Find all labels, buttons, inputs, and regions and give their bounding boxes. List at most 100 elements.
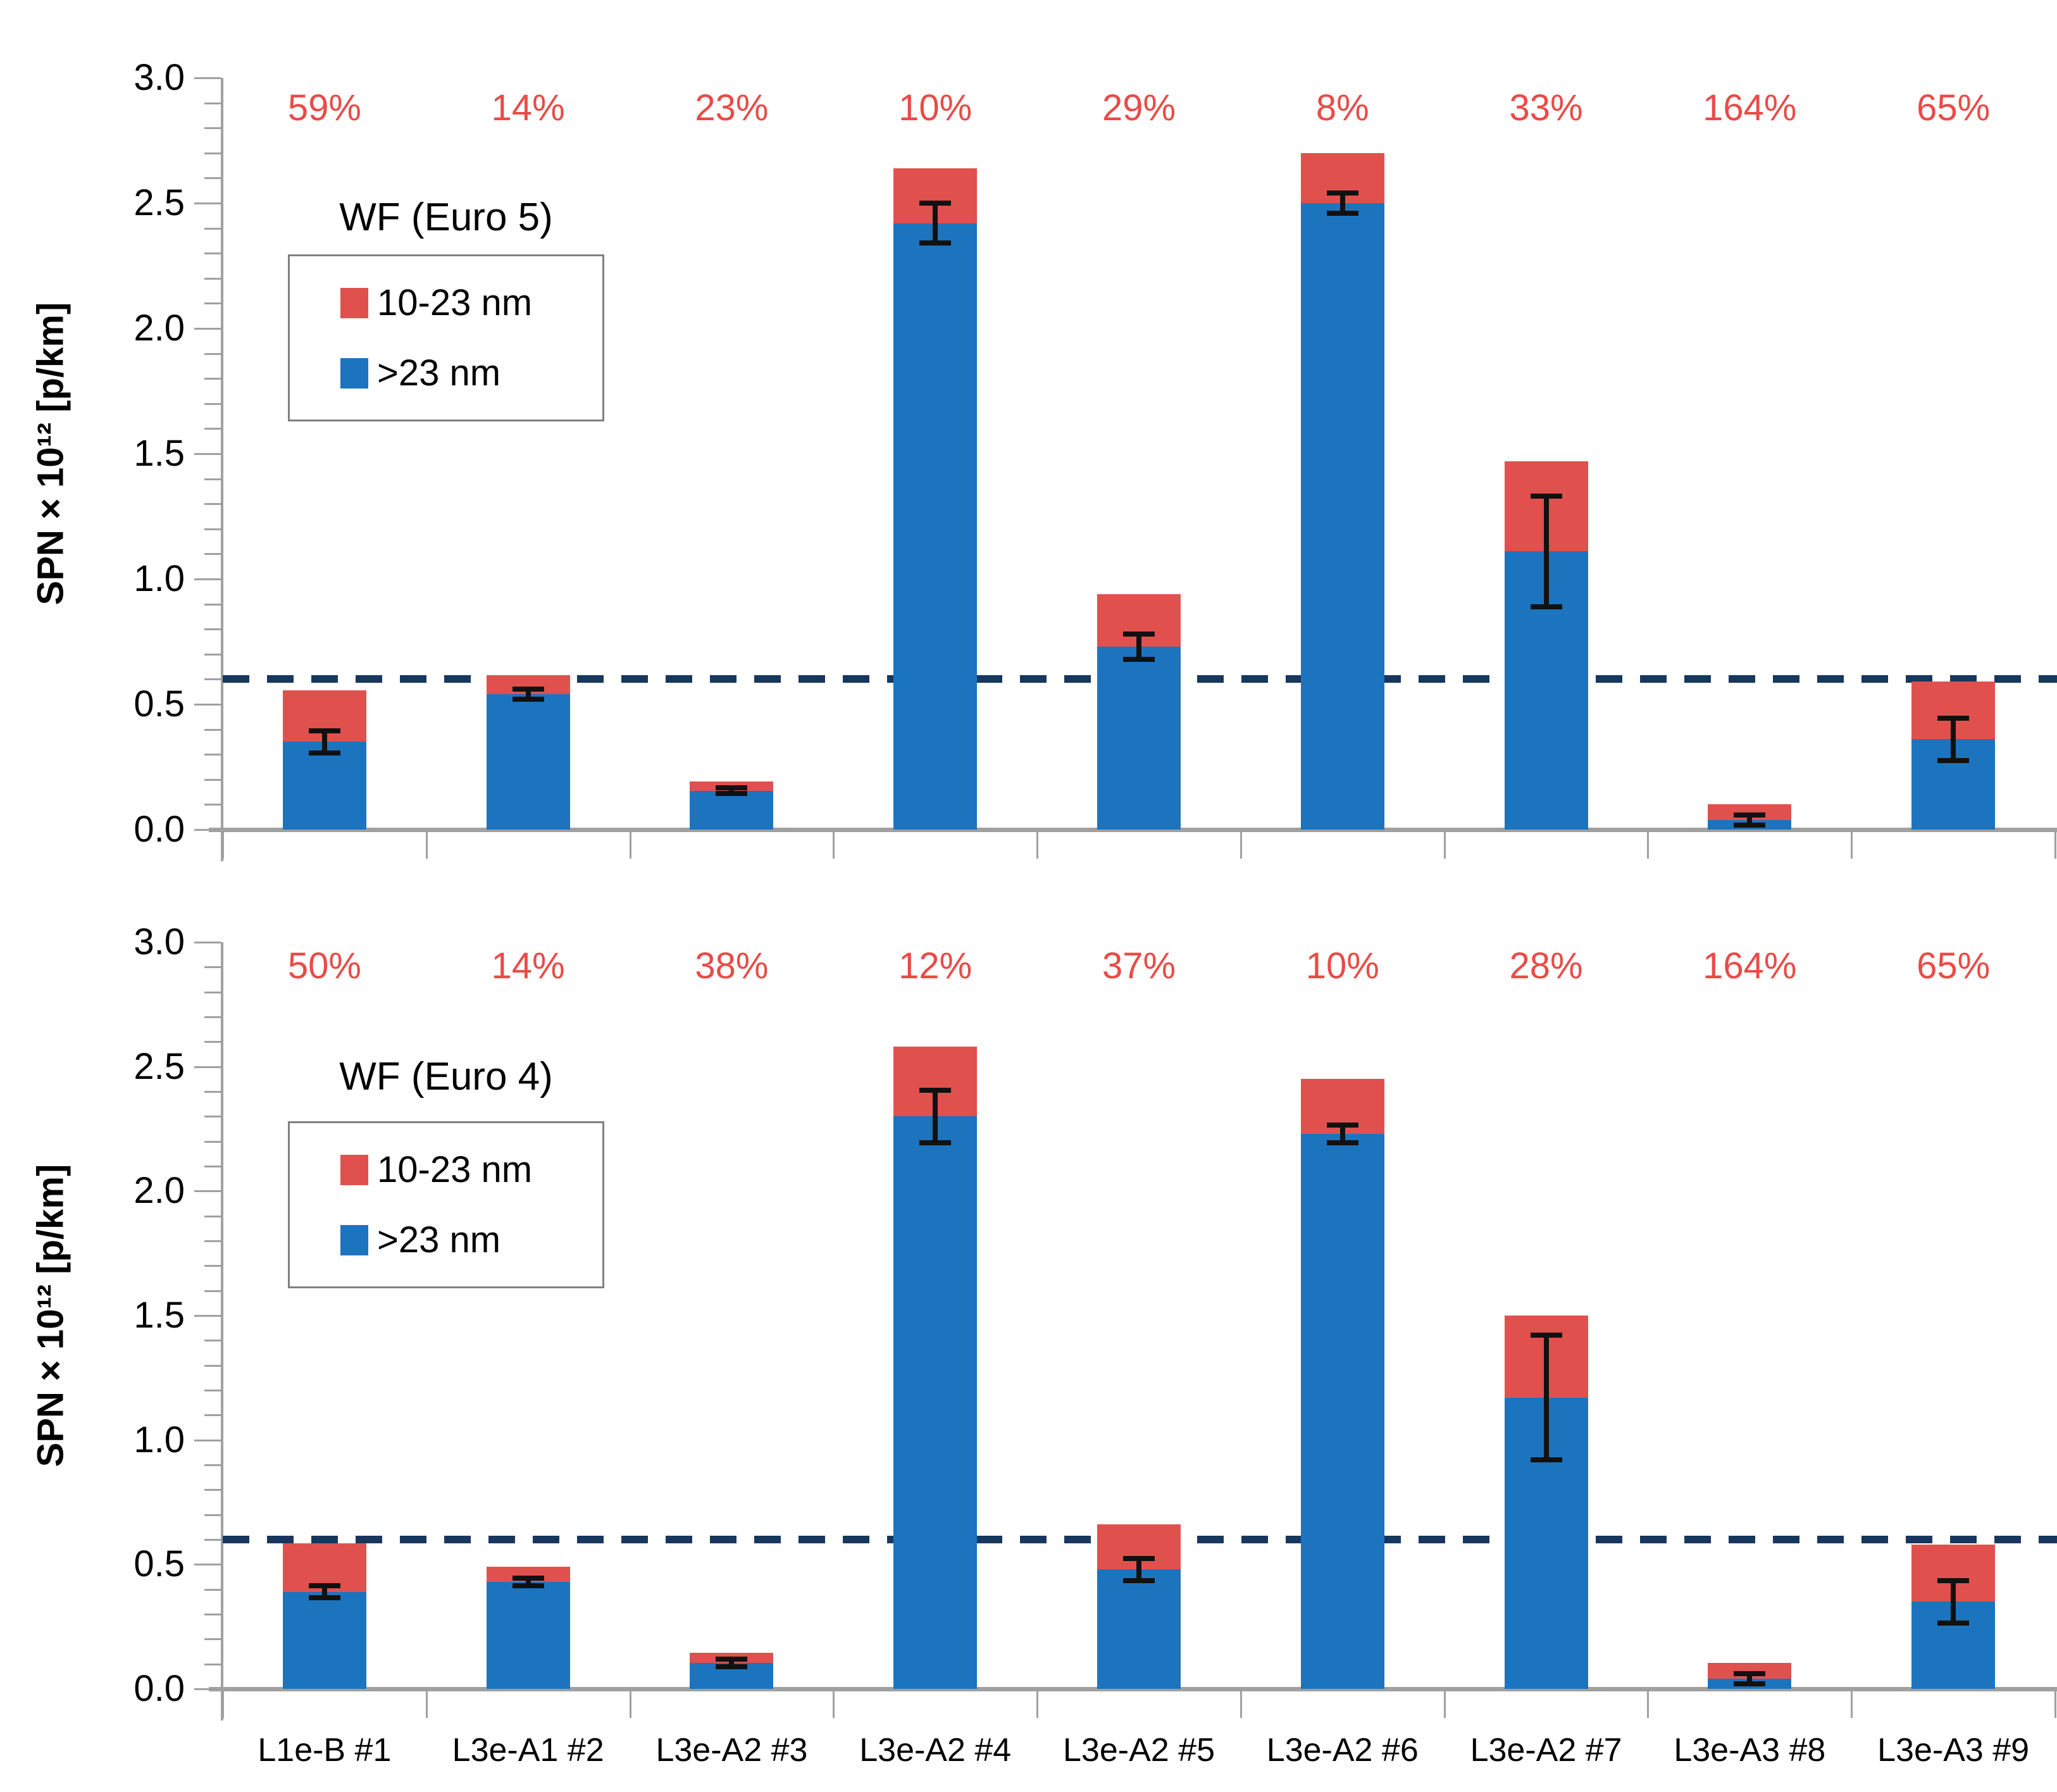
error-bar-cap-bottom [1734,1681,1766,1687]
bar-blue-segment [1300,1133,1384,1689]
bar-blue-segment [486,694,570,830]
error-bar-cap-top [1530,1333,1562,1338]
error-bar-line [1136,634,1141,659]
y-minor-tick [204,1290,221,1292]
y-minor-tick [204,628,221,631]
legend-item-10-23nm: 10-23 nm [340,282,602,324]
legend-item-gt23nm: >23 nm [340,1219,602,1261]
y-minor-tick [204,1614,221,1615]
y-minor-tick [204,1116,221,1118]
y-tick-label: 2.0 [134,1170,185,1212]
y-minor-tick [204,1588,221,1591]
y-minor-tick [204,1390,221,1391]
legend-swatch-10-23nm-icon [340,287,368,318]
error-bar-cap-top [512,687,544,692]
y-minor-tick [204,1539,221,1541]
x-tick [1647,1691,1650,1718]
y-major-tick [194,1439,221,1441]
y-major-tick [194,1564,221,1566]
x-category-label: L3e-A3 #8 [1674,1732,1826,1769]
error-bar-line [1136,1558,1141,1581]
y-tick-label: 1.0 [134,558,185,599]
error-bar-cap-bottom [1326,1140,1358,1145]
percent-label: 10% [898,87,973,128]
y-minor-tick [204,428,221,430]
percent-label: 28% [1509,945,1583,986]
x-tick [1647,832,1650,859]
error-bar-line [525,1577,531,1586]
y-minor-tick [204,1464,221,1466]
y-minor-tick [204,1364,221,1367]
x-axis-line [209,828,2057,832]
y-minor-tick [204,402,221,405]
error-bar-line [729,1658,735,1667]
y-minor-tick [204,1340,221,1342]
legend-swatch-10-23nm-icon [340,1154,368,1185]
error-bar-cap-bottom [1530,1457,1562,1463]
y-minor-tick [204,478,221,480]
error-bar-line [1543,496,1549,607]
error-bar-cap-bottom [716,1664,748,1669]
x-category-label: L3e-A3 #9 [1877,1732,2030,1769]
error-bar-cap-top [1734,812,1766,818]
y-major-tick [194,578,221,580]
error-bar-cap-top [716,785,748,790]
y-tick-label: 3.0 [134,57,185,98]
y-minor-tick [204,1091,221,1093]
x-axis-line [209,1687,2057,1691]
y-minor-tick [204,553,221,556]
y-minor-tick [204,778,221,781]
error-bar-cap-bottom [1123,656,1155,662]
y-major-tick [194,77,221,79]
percent-label: 65% [1917,945,1991,986]
bar-blue-segment [1097,1569,1181,1689]
x-category-label: L1e-B #1 [258,1732,392,1769]
error-bar-cap-top [1326,1123,1358,1128]
error-bar-cap-top [1530,494,1562,499]
bar-blue-segment [690,790,774,830]
error-bar-cap-bottom [919,1140,952,1145]
y-axis-line [221,942,223,1720]
legend-label-gt23nm: >23 nm [377,352,501,394]
bar-blue-segment [282,742,366,830]
y-minor-tick [204,804,221,806]
y-tick-label: 3.0 [134,921,185,962]
y-major-tick [194,1688,221,1690]
y-major-tick [194,829,221,831]
x-tick [1036,832,1039,859]
percent-label: 164% [1703,945,1797,986]
error-bar-cap-bottom [1937,1620,1970,1626]
error-bar-cap-bottom [512,1583,544,1588]
y-minor-tick [204,1016,221,1018]
y-minor-tick [204,1240,221,1242]
y-major-tick [194,704,221,706]
y-minor-tick [204,102,221,104]
y-axis-line [221,78,223,861]
x-tick [1443,832,1446,859]
error-bar-cap-top [308,1583,340,1588]
legend-label-10-23nm: 10-23 nm [377,282,533,323]
x-tick [1240,1691,1242,1718]
error-bar-cap-bottom [1123,1577,1155,1583]
error-bar-line [1339,1125,1345,1143]
error-bar-cap-top [512,1575,544,1581]
error-bar-cap-top [308,728,340,733]
y-tick-label: 0.5 [134,1543,185,1585]
error-bar-cap-top [1734,1671,1766,1677]
x-tick [833,832,835,859]
error-bar-line [1951,1580,1956,1623]
bar-blue-segment [1097,646,1181,830]
error-bar-cap-bottom [1530,604,1562,609]
percent-label: 8% [1315,87,1369,128]
error-bar-line [1747,815,1753,825]
y-tick-label: 0.5 [134,683,185,725]
x-tick [1443,1691,1446,1718]
error-bar-cap-top [1937,1577,1970,1583]
error-bar-cap-top [1123,1555,1155,1561]
error-bar-line [729,787,735,794]
y-minor-tick [204,653,221,656]
error-bar-line [1747,1674,1753,1684]
legend-euro4: 10-23 nm >23 nm [288,1121,604,1288]
x-tick [222,1691,224,1718]
